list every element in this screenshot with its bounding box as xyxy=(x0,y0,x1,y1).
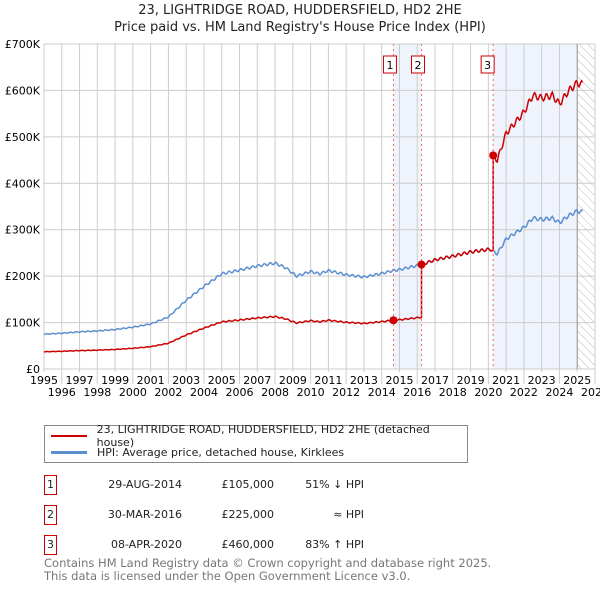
sale-row: 2 30-MAR-2016 £225,000 ≈ HPI xyxy=(44,505,444,525)
x-tick-label: 1995 xyxy=(30,374,58,387)
sale-price: £105,000 xyxy=(221,478,275,491)
y-tick-label: £200K xyxy=(5,270,41,283)
sale-date: 08-APR-2020 xyxy=(110,538,182,551)
forecast-hatch xyxy=(577,44,595,369)
x-tick-label: 2025 xyxy=(563,374,591,387)
sale-label: 3 xyxy=(484,59,491,72)
x-tick-label: 2005 xyxy=(208,374,236,387)
sale-label: 2 xyxy=(415,59,422,72)
x-tick-label: 2014 xyxy=(368,386,396,399)
footer: Contains HM Land Registry data © Crown c… xyxy=(44,557,491,583)
sale-hpi-relation: ≈ HPI xyxy=(333,508,364,521)
chart-subtitle: Price paid vs. HM Land Registry's House … xyxy=(114,20,486,35)
x-tick-label: 2004 xyxy=(190,386,218,399)
y-tick-label: £0 xyxy=(26,363,40,376)
sale-label-box xyxy=(411,55,426,74)
x-tick-label: 2002 xyxy=(154,386,182,399)
sale-number: 1 xyxy=(44,475,57,495)
legend: 23, LIGHTRIDGE ROAD, HUDDERSFIELD, HD2 2… xyxy=(44,423,468,463)
x-tick-label: 2016 xyxy=(403,386,431,399)
x-tick-label: 2006 xyxy=(226,386,254,399)
legend-property-swatch xyxy=(51,435,87,437)
x-tick-label: 2017 xyxy=(421,374,449,387)
y-tick-label: £400K xyxy=(5,177,41,190)
price-chart: 1995199619971998199920002001200220032004… xyxy=(5,38,600,399)
sale-date: 29-AUG-2014 xyxy=(108,478,182,491)
sale-point xyxy=(389,316,398,325)
x-tick-label: 2024 xyxy=(545,386,573,399)
sale-label-box xyxy=(480,55,495,74)
legend-hpi-swatch xyxy=(51,450,87,454)
footer-line2: This data is licensed under the Open Gov… xyxy=(44,569,411,583)
sale-point xyxy=(489,151,498,160)
sale-price: £460,000 xyxy=(221,538,275,551)
x-tick-label: 1996 xyxy=(48,386,76,399)
x-tick-label: 2003 xyxy=(172,374,200,387)
y-tick-label: £500K xyxy=(5,131,41,144)
chart-title: 23, LIGHTRIDGE ROAD, HUDDERSFIELD, HD2 2… xyxy=(138,3,462,18)
legend-hpi: HPI: Average price, detached house, Kirk… xyxy=(51,444,344,460)
sale-number: 3 xyxy=(44,535,57,555)
x-tick-label: 2008 xyxy=(261,386,289,399)
y-tick-label: £300K xyxy=(5,224,41,237)
x-tick-label: 2018 xyxy=(439,386,467,399)
legend-hpi-label: HPI: Average price, detached house, Kirk… xyxy=(97,445,345,459)
x-tick-label: 2022 xyxy=(510,386,538,399)
sale-label: 1 xyxy=(386,59,393,72)
y-tick-label: £700K xyxy=(5,38,41,51)
sale-hpi-relation: 51% ↓ HPI xyxy=(305,478,364,491)
sale-row: 3 08-APR-2020 £460,000 83% ↑ HPI xyxy=(44,535,444,555)
x-tick-label: 2015 xyxy=(385,374,413,387)
x-tick-label: 2009 xyxy=(279,374,307,387)
x-tick-label: 2000 xyxy=(119,386,147,399)
x-tick-label: 2026 xyxy=(581,386,600,399)
footer-line1: Contains HM Land Registry data © Crown c… xyxy=(44,556,492,570)
x-tick-label: 2001 xyxy=(137,374,165,387)
sale-row: 1 29-AUG-2014 £105,000 51% ↓ HPI xyxy=(44,475,444,495)
legend-property: 23, LIGHTRIDGE ROAD, HUDDERSFIELD, HD2 2… xyxy=(51,423,467,449)
sale-point xyxy=(417,260,426,269)
x-tick-label: 2013 xyxy=(350,374,378,387)
sale-number: 2 xyxy=(44,505,57,525)
legend-property-label: 23, LIGHTRIDGE ROAD, HUDDERSFIELD, HD2 2… xyxy=(96,423,430,449)
x-tick-label: 1997 xyxy=(66,374,94,387)
x-tick-label: 2020 xyxy=(474,386,502,399)
x-tick-label: 2010 xyxy=(297,386,325,399)
x-tick-label: 2012 xyxy=(332,386,360,399)
x-tick-label: 2011 xyxy=(314,374,342,387)
y-tick-label: £100K xyxy=(5,317,41,330)
x-tick-label: 2021 xyxy=(492,374,520,387)
x-tick-label: 2019 xyxy=(457,374,485,387)
sale-date: 30-MAR-2016 xyxy=(107,508,182,521)
x-tick-label: 1998 xyxy=(83,386,111,399)
x-tick-label: 2023 xyxy=(528,374,556,387)
x-tick-label: 2007 xyxy=(243,374,271,387)
y-tick-label: £600K xyxy=(5,84,41,97)
sale-label-box xyxy=(382,55,397,74)
sale-price: £225,000 xyxy=(221,508,275,521)
x-tick-label: 1999 xyxy=(101,374,129,387)
sale-hpi-relation: 83% ↑ HPI xyxy=(305,538,364,551)
